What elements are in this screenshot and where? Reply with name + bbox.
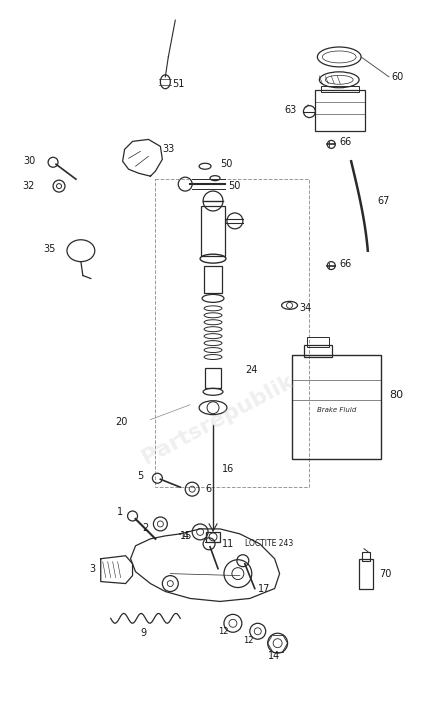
Text: ✓: ✓ <box>304 104 310 109</box>
Text: 9: 9 <box>140 628 146 638</box>
Text: 14: 14 <box>268 651 280 661</box>
Text: 2: 2 <box>142 523 148 533</box>
Text: 17: 17 <box>258 584 270 593</box>
Bar <box>304 345 332 357</box>
Text: 1: 1 <box>116 507 123 517</box>
Text: 4: 4 <box>182 531 188 541</box>
Text: 50: 50 <box>220 159 232 169</box>
Text: 34: 34 <box>300 303 312 313</box>
Text: 3: 3 <box>90 564 96 574</box>
Text: 60: 60 <box>391 72 403 82</box>
Text: LOCTITE 243: LOCTITE 243 <box>245 539 293 549</box>
Text: 30: 30 <box>23 156 35 166</box>
Text: 5: 5 <box>137 471 143 481</box>
Text: Partsrepublik: Partsrepublik <box>139 371 297 468</box>
Text: 35: 35 <box>44 244 56 254</box>
Text: 70: 70 <box>379 569 392 579</box>
Bar <box>315 90 365 132</box>
Text: 24: 24 <box>245 365 257 375</box>
Text: 16: 16 <box>222 464 234 475</box>
Bar <box>362 551 370 561</box>
Bar <box>206 532 220 542</box>
Text: 15: 15 <box>180 531 192 541</box>
Bar <box>321 86 359 92</box>
Bar <box>292 355 381 459</box>
Text: 20: 20 <box>116 416 128 426</box>
Text: Brake Fluid: Brake Fluid <box>317 407 356 413</box>
Text: 11: 11 <box>222 539 234 549</box>
Bar <box>307 337 329 347</box>
Text: 12: 12 <box>243 636 253 645</box>
Text: 66: 66 <box>339 259 351 269</box>
Text: 32: 32 <box>23 181 35 191</box>
Text: 67: 67 <box>377 196 389 206</box>
Text: 80: 80 <box>389 390 403 400</box>
Bar <box>201 206 225 256</box>
Text: 50: 50 <box>228 181 240 191</box>
Text: 63: 63 <box>285 104 297 114</box>
Text: 6: 6 <box>205 484 211 494</box>
Bar <box>205 368 221 388</box>
Text: 12: 12 <box>218 627 228 636</box>
Text: 66: 66 <box>339 137 351 147</box>
Text: 33: 33 <box>162 145 174 155</box>
Bar <box>359 559 373 589</box>
Text: 51: 51 <box>172 79 185 88</box>
Bar <box>155 179 310 487</box>
Bar <box>204 265 222 293</box>
